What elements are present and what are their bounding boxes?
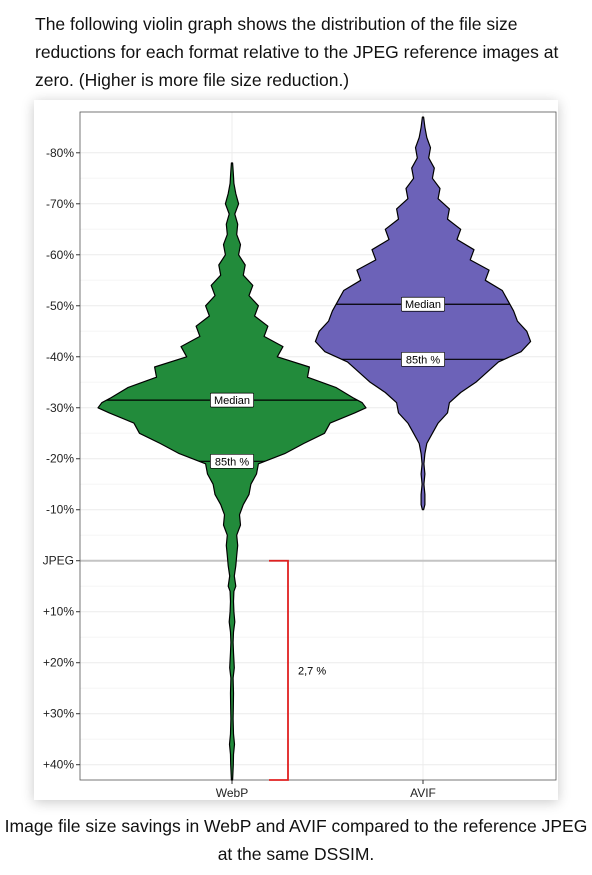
y-tick-label: -10% (46, 503, 74, 517)
y-tick-label: -20% (46, 452, 74, 466)
plot-panel-border (79, 111, 557, 781)
webp-median-label-box (210, 392, 254, 408)
webp-p85-label: 85th % (215, 456, 249, 468)
y-tick-label: -80% (46, 146, 74, 160)
y-tick-label: +20% (43, 656, 74, 670)
violin-webp (97, 162, 367, 781)
y-tick-label: -70% (46, 197, 74, 211)
y-tick-label: -40% (46, 350, 74, 364)
violin-chart-figure: -80% -70% -60% -50% -40% -30% -20% -10% JPEG +10%… (34, 100, 558, 800)
violin-avif (314, 116, 532, 511)
y-tick-label: -30% (46, 401, 74, 415)
avif-p85-label: 85th % (406, 354, 440, 366)
y-tick-label: -60% (46, 248, 74, 262)
y-tick-label: -50% (46, 299, 74, 313)
x-tick-label-avif: AVIF (410, 786, 436, 800)
avif-median-label-box (401, 296, 445, 312)
y-tick-label: +10% (43, 605, 74, 619)
webp-p85-label-box (210, 453, 254, 469)
avif-p85-label-box (401, 351, 445, 367)
annotation-bracket (269, 559, 289, 781)
y-tick-label: +30% (43, 707, 74, 721)
y-tick-label: +40% (43, 758, 74, 772)
x-tick-label-webp: WebP (216, 786, 248, 800)
webp-median-label: Median (214, 395, 250, 407)
avif-median-label: Median (405, 299, 441, 311)
violin-chart: -80% -70% -60% -50% -40% -30% -20% -10% JPEG +10%… (43, 111, 557, 800)
intro-paragraph: The following violin graph shows the dis… (35, 14, 559, 90)
y-tick-label: JPEG (43, 554, 74, 568)
annotation-label: 2,7 % (298, 665, 326, 677)
figure-caption: Image file size savings in WebP and AVIF… (4, 816, 588, 864)
